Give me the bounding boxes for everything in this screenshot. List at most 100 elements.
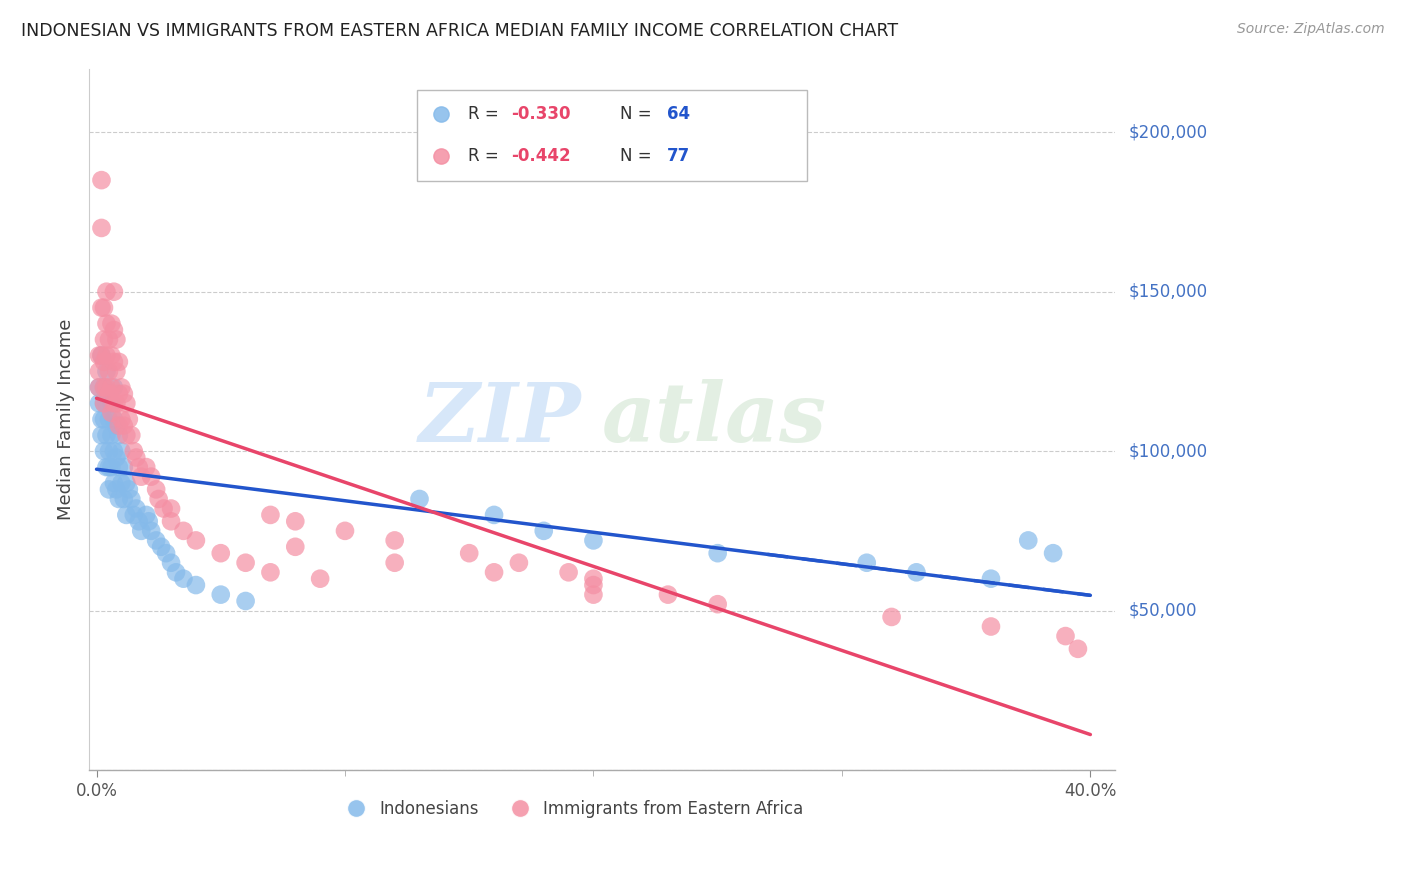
Point	[148, 491, 170, 506]
Point	[103, 323, 125, 337]
Point	[1017, 533, 1039, 548]
Point	[905, 566, 928, 580]
Point	[100, 406, 122, 420]
Point	[103, 396, 125, 410]
Point	[103, 355, 125, 369]
Point	[118, 412, 141, 426]
Point	[105, 364, 128, 378]
Point	[96, 317, 118, 331]
Point	[90, 349, 112, 363]
Point	[96, 396, 118, 410]
Point	[93, 444, 115, 458]
Point	[100, 349, 122, 363]
Point	[333, 524, 356, 538]
Point	[115, 476, 138, 491]
Point	[482, 508, 505, 522]
Point	[96, 364, 118, 378]
Point	[582, 533, 605, 548]
Point	[135, 460, 157, 475]
Point	[209, 588, 232, 602]
Point	[173, 524, 195, 538]
Point	[112, 386, 135, 401]
Point	[90, 173, 112, 187]
Y-axis label: Median Family Income: Median Family Income	[58, 318, 75, 520]
Point	[96, 380, 118, 394]
Point	[150, 540, 173, 554]
Point	[96, 285, 118, 299]
Point	[508, 556, 530, 570]
Point	[112, 491, 135, 506]
Point	[120, 491, 142, 506]
Point	[97, 460, 120, 475]
Point	[110, 380, 132, 394]
Text: $150,000: $150,000	[1129, 283, 1208, 301]
Point	[259, 508, 281, 522]
Point	[125, 501, 148, 516]
Point	[482, 566, 505, 580]
Point	[259, 566, 281, 580]
Point	[108, 491, 131, 506]
Point	[165, 566, 187, 580]
Point	[533, 524, 555, 538]
Point	[235, 594, 257, 608]
Point	[87, 396, 110, 410]
Point	[97, 444, 120, 458]
Text: ZIP: ZIP	[419, 379, 582, 459]
Point	[96, 460, 118, 475]
Point	[284, 514, 307, 528]
Point	[108, 428, 131, 442]
Point	[90, 221, 112, 235]
Point	[125, 450, 148, 465]
Point	[582, 572, 605, 586]
Point	[108, 355, 131, 369]
Point	[128, 514, 150, 528]
Point	[93, 380, 115, 394]
Point	[105, 483, 128, 497]
Point	[980, 572, 1002, 586]
Point	[145, 533, 167, 548]
Point	[135, 508, 157, 522]
Point	[145, 483, 167, 497]
Point	[97, 386, 120, 401]
Point	[152, 501, 174, 516]
Point	[657, 588, 679, 602]
Text: atlas: atlas	[602, 379, 827, 459]
Point	[110, 476, 132, 491]
Point	[100, 396, 122, 410]
Point	[103, 380, 125, 394]
Point	[90, 428, 112, 442]
Point	[87, 380, 110, 394]
Point	[408, 491, 430, 506]
Point	[97, 364, 120, 378]
Point	[184, 533, 207, 548]
Point	[105, 333, 128, 347]
Point	[1067, 641, 1090, 656]
Point	[129, 469, 152, 483]
Point	[108, 386, 131, 401]
Point	[184, 578, 207, 592]
Point	[855, 556, 877, 570]
Point	[706, 546, 728, 560]
Point	[87, 349, 110, 363]
Point	[100, 380, 122, 394]
Point	[173, 572, 195, 586]
Point	[93, 355, 115, 369]
Point	[93, 412, 115, 426]
Point	[1042, 546, 1064, 560]
Point	[582, 578, 605, 592]
Point	[557, 566, 579, 580]
Point	[93, 396, 115, 410]
Point	[103, 412, 125, 426]
Point	[1054, 629, 1077, 643]
Point	[96, 349, 118, 363]
Point	[103, 444, 125, 458]
Point	[128, 460, 150, 475]
Point	[97, 333, 120, 347]
Point	[880, 610, 903, 624]
Point	[706, 597, 728, 611]
Point	[141, 469, 163, 483]
Point	[90, 349, 112, 363]
Point	[93, 396, 115, 410]
Point	[96, 428, 118, 442]
Point	[141, 524, 163, 538]
